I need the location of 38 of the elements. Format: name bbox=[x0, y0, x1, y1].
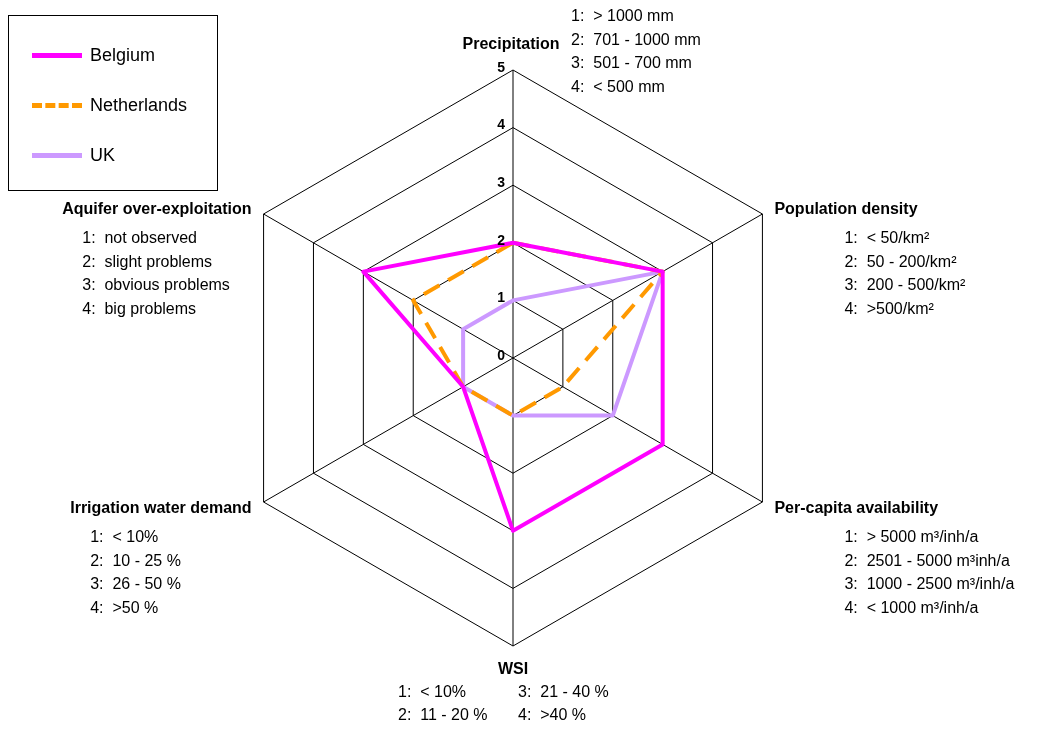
text: 3: 200 - 500/km² bbox=[844, 276, 967, 294]
y-tick-label: 4 bbox=[497, 116, 506, 133]
legend-label: Belgium bbox=[90, 44, 156, 66]
y-tick-label: 3 bbox=[497, 174, 506, 191]
spoke-label: WSI bbox=[497, 660, 529, 678]
spoke-label: Aquifer over-exploitation bbox=[62, 200, 252, 218]
text: 2: 701 - 1000 mm bbox=[571, 30, 701, 48]
y-tick-label: 0 bbox=[497, 346, 506, 363]
spoke-label: Population density bbox=[774, 200, 918, 218]
spoke-label: Irrigation water demand bbox=[70, 499, 252, 517]
text: 1: > 5000 m³/inh/a bbox=[844, 528, 979, 546]
y-tick-label: 1 bbox=[497, 289, 506, 306]
text: 3: 1000 - 2500 m³/inh/a bbox=[844, 575, 1015, 593]
text: 1: < 50/km² bbox=[844, 229, 931, 247]
text: 1: < 10% bbox=[90, 528, 159, 546]
text: 3: 21 - 40 % bbox=[518, 683, 609, 701]
text: 4: >500/km² bbox=[844, 299, 935, 317]
text: 2: 2501 - 5000 m³inh/a bbox=[844, 551, 1010, 569]
text: 2: 50 - 200/km² bbox=[844, 252, 958, 270]
text: 4: < 1000 m³/inh/a bbox=[844, 598, 979, 616]
text: 1: > 1000 mm bbox=[571, 7, 674, 25]
text: 4: >50 % bbox=[90, 598, 159, 616]
spoke-label: Precipitation bbox=[462, 35, 560, 53]
text: 3: obvious problems bbox=[82, 276, 230, 294]
text: 4: < 500 mm bbox=[571, 77, 665, 95]
text: 1: not observed bbox=[82, 229, 197, 247]
legend-label: UK bbox=[90, 144, 116, 166]
text: 2: 11 - 20 % bbox=[398, 706, 488, 724]
text: 4: >40 % bbox=[518, 706, 587, 724]
spoke-label: Per-capita availability bbox=[774, 499, 939, 517]
text: 3: 26 - 50 % bbox=[90, 575, 181, 593]
text: 2: 10 - 25 % bbox=[90, 551, 181, 569]
text: 1: < 10% bbox=[398, 683, 467, 701]
y-tick-label: 5 bbox=[497, 58, 506, 75]
legend-label: Netherlands bbox=[90, 94, 188, 116]
text: 2: slight problems bbox=[82, 252, 213, 270]
text: 3: 501 - 700 mm bbox=[571, 54, 692, 72]
text: 4: big problems bbox=[82, 299, 197, 317]
